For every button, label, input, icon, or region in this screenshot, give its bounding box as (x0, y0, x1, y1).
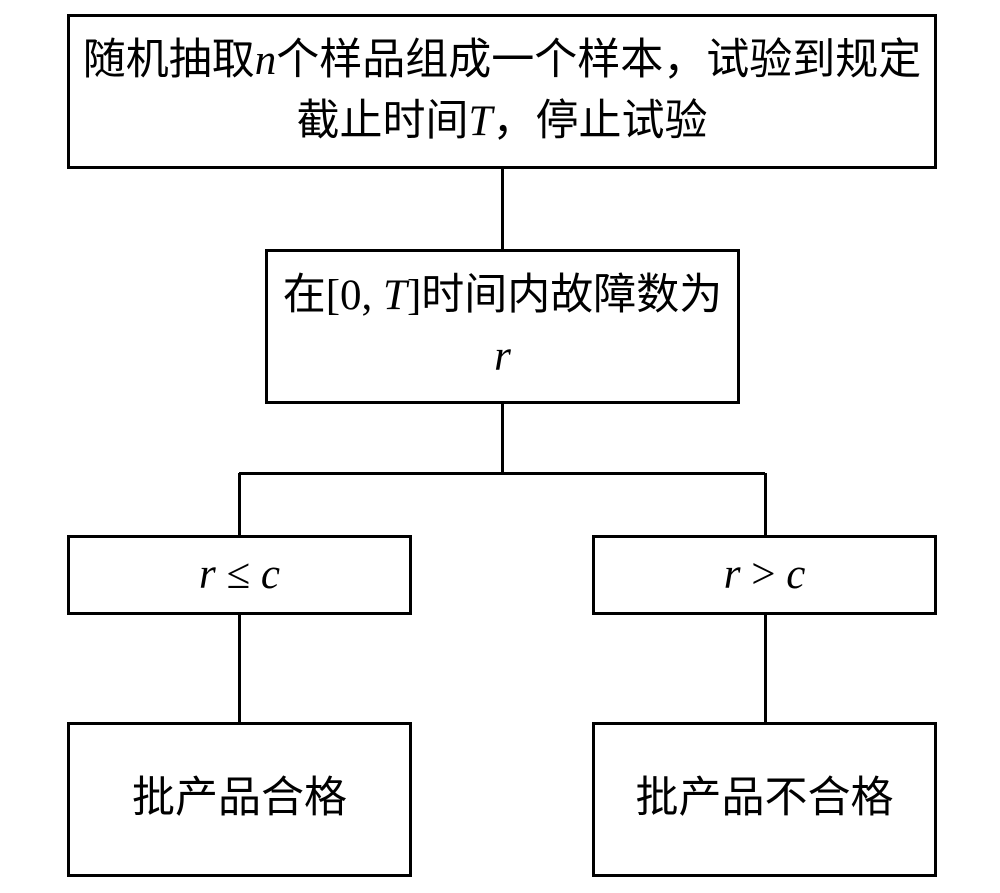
flowchart-node-step2: 在[0, T]时间内故障数为r (265, 249, 740, 404)
flowchart-edge-1 (501, 404, 504, 473)
flowchart-edge-3 (238, 473, 241, 535)
node-text: r ≤ c (191, 537, 288, 613)
flowchart-edge-6 (764, 615, 767, 722)
node-text: r > c (716, 537, 814, 613)
node-text: 批产品不合格 (628, 761, 902, 837)
flowchart-edge-5 (238, 615, 241, 722)
flowchart-node-step1: 随机抽取n个样品组成一个样本，试验到规定截止时间T，停止试验 (67, 14, 937, 169)
flowchart-edge-4 (764, 473, 767, 535)
flowchart-edge-2 (239, 472, 765, 475)
flowchart-node-result_left: 批产品合格 (67, 722, 412, 877)
flowchart-node-result_right: 批产品不合格 (592, 722, 937, 877)
node-text: 在[0, T]时间内故障数为r (268, 258, 737, 394)
flowchart-edge-0 (501, 169, 504, 249)
node-text: 随机抽取n个样品组成一个样本，试验到规定截止时间T，停止试验 (70, 23, 934, 159)
flowchart-node-branch_left: r ≤ c (67, 535, 412, 615)
node-text: 批产品合格 (124, 761, 355, 837)
flowchart-node-branch_right: r > c (592, 535, 937, 615)
